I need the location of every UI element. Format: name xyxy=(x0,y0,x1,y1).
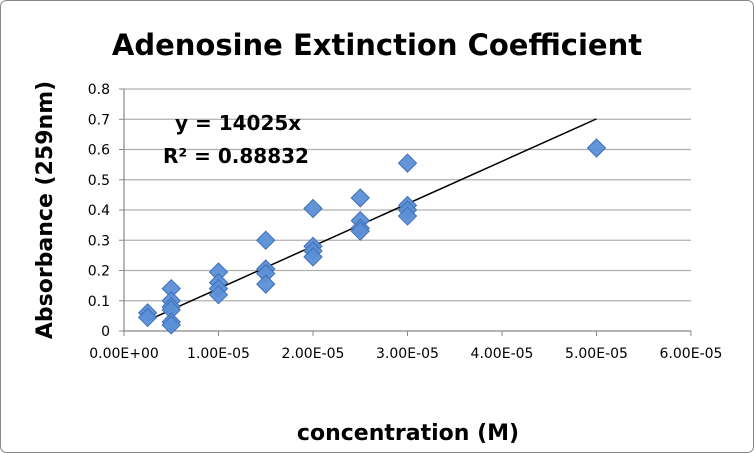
data-point xyxy=(586,138,607,158)
x-tick-label: 1.00E-05 xyxy=(187,346,250,362)
data-point xyxy=(350,221,370,241)
x-tick-label: 5.00E-05 xyxy=(565,346,628,362)
data-point xyxy=(256,230,276,250)
data-point xyxy=(137,307,158,328)
data-point xyxy=(397,206,418,226)
data-point xyxy=(397,153,418,173)
x-tick-label: 6.00E-05 xyxy=(660,346,723,362)
y-tick-label: 0.6 xyxy=(88,143,110,159)
y-tick-label: 0.4 xyxy=(88,203,110,219)
x-tick-label: 3.00E-05 xyxy=(376,346,439,362)
y-tick-label: 0.8 xyxy=(88,82,110,98)
chart-title: Adenosine Extinction Coefficient xyxy=(112,28,642,62)
x-tick-label: 4.00E-05 xyxy=(471,346,534,362)
y-tick-label: 0.1 xyxy=(88,294,110,310)
data-point xyxy=(208,284,229,305)
data-point xyxy=(350,188,370,208)
x-tick-label: 0.00E+00 xyxy=(89,346,159,362)
x-axis-label: concentration (M) xyxy=(297,421,519,446)
x-tick-label: 2.00E-05 xyxy=(282,346,345,362)
y-tick-label: 0.5 xyxy=(88,173,110,189)
y-tick-label: 0 xyxy=(101,324,110,340)
y-tick-label: 0.7 xyxy=(88,112,110,128)
y-axis-label: Absorbance (259nm) xyxy=(33,81,58,339)
data-point xyxy=(303,198,323,219)
y-tick-label: 0.3 xyxy=(88,233,110,249)
trendline-equation: y = 14025x xyxy=(175,111,301,135)
trendline-r-squared: R² = 0.88832 xyxy=(163,144,309,168)
data-point xyxy=(303,247,323,267)
y-tick-label: 0.2 xyxy=(88,264,110,280)
data-point xyxy=(256,274,276,294)
data-point xyxy=(161,315,181,335)
